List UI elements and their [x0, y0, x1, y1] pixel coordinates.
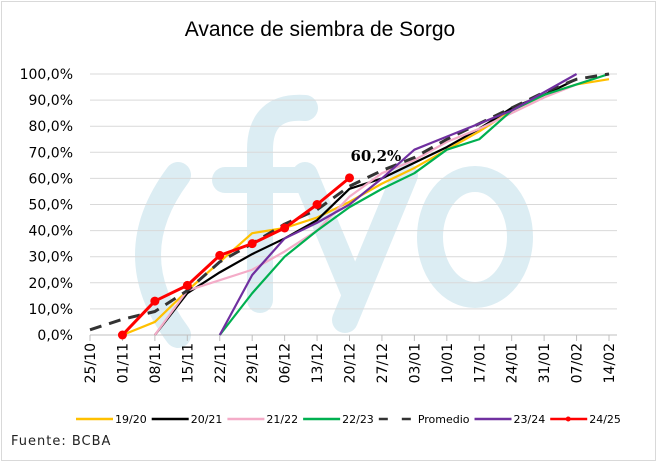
- watermark-y-right: [332, 162, 418, 333]
- x-tick-label: 07/02: [570, 343, 586, 383]
- legend-item: 23/24: [474, 413, 546, 426]
- x-tick-label: 22/11: [213, 343, 229, 383]
- y-tick-label: 40,0%: [29, 224, 73, 240]
- y-tick-label: 60,0%: [29, 171, 73, 187]
- data-point: [345, 173, 354, 183]
- legend-label: 20/21: [191, 413, 223, 426]
- legend-item: 22/23: [303, 413, 374, 426]
- data-point: [215, 250, 225, 260]
- series-line-24-25: [121, 176, 351, 337]
- legend-item: 19/20: [76, 413, 147, 426]
- chart-title: Avance de siembra de Sorgo: [184, 18, 456, 41]
- x-tick-label: 24/01: [505, 343, 521, 383]
- data-point: [117, 330, 127, 340]
- y-tick-label: 90,0%: [29, 93, 73, 109]
- legend-label: 23/24: [514, 413, 546, 426]
- y-tick-label: 10,0%: [29, 302, 73, 318]
- x-tick-label: 25/10: [83, 343, 99, 383]
- x-tick-label: 29/11: [245, 343, 261, 383]
- data-point: [182, 280, 192, 290]
- legend-item: 21/22: [227, 413, 298, 426]
- legend-item: 20/21: [151, 413, 223, 426]
- y-tick-label: 70,0%: [29, 145, 73, 161]
- x-tick-label: 03/01: [407, 343, 423, 383]
- y-tick-label: 0,0%: [37, 328, 73, 344]
- watermark-logo: [135, 94, 533, 348]
- x-tick-label: 06/12: [278, 343, 294, 383]
- y-tick-label: 80,0%: [29, 119, 73, 135]
- data-point: [150, 296, 160, 306]
- x-tick-label: 10/01: [440, 343, 456, 383]
- x-tick-label: 14/02: [602, 343, 618, 383]
- x-tick-label: 08/11: [148, 343, 164, 383]
- legend-label: 22/23: [342, 413, 374, 426]
- watermark-f-stem: [247, 94, 318, 313]
- source-note: Fuente: BCBA: [11, 434, 112, 449]
- series-line-22-23: [218, 72, 610, 336]
- y-tick-label: 20,0%: [29, 276, 73, 292]
- x-tick-label: 01/11: [115, 343, 131, 383]
- x-tick-label: 17/01: [472, 343, 488, 383]
- x-tick-label: 27/12: [375, 343, 391, 383]
- x-tick-label: 15/11: [180, 343, 196, 383]
- legend-label: 19/20: [115, 413, 147, 426]
- legend-item: Promedio: [378, 413, 470, 426]
- data-label-last: 60,2%: [351, 147, 402, 165]
- watermark-o: [417, 166, 533, 308]
- watermark-paren: [135, 162, 191, 348]
- x-tick-label: 20/12: [343, 343, 359, 383]
- y-tick-label: 30,0%: [29, 250, 73, 266]
- y-tick-label: 50,0%: [29, 198, 73, 214]
- legend-item: 24/25: [550, 413, 621, 426]
- legend-label: 24/25: [589, 413, 621, 426]
- watermark-y-left: [292, 162, 368, 308]
- x-tick-label: 13/12: [310, 343, 326, 383]
- legend-label: Promedio: [418, 413, 470, 426]
- series-line-23-24: [218, 73, 578, 336]
- data-point: [247, 239, 257, 249]
- x-tick-label: 31/01: [537, 343, 553, 383]
- y-tick-label: 100,0%: [20, 67, 73, 83]
- data-point: [280, 223, 290, 233]
- legend-marker: [565, 416, 571, 422]
- data-point: [312, 200, 322, 209]
- legend-label: 21/22: [266, 413, 298, 426]
